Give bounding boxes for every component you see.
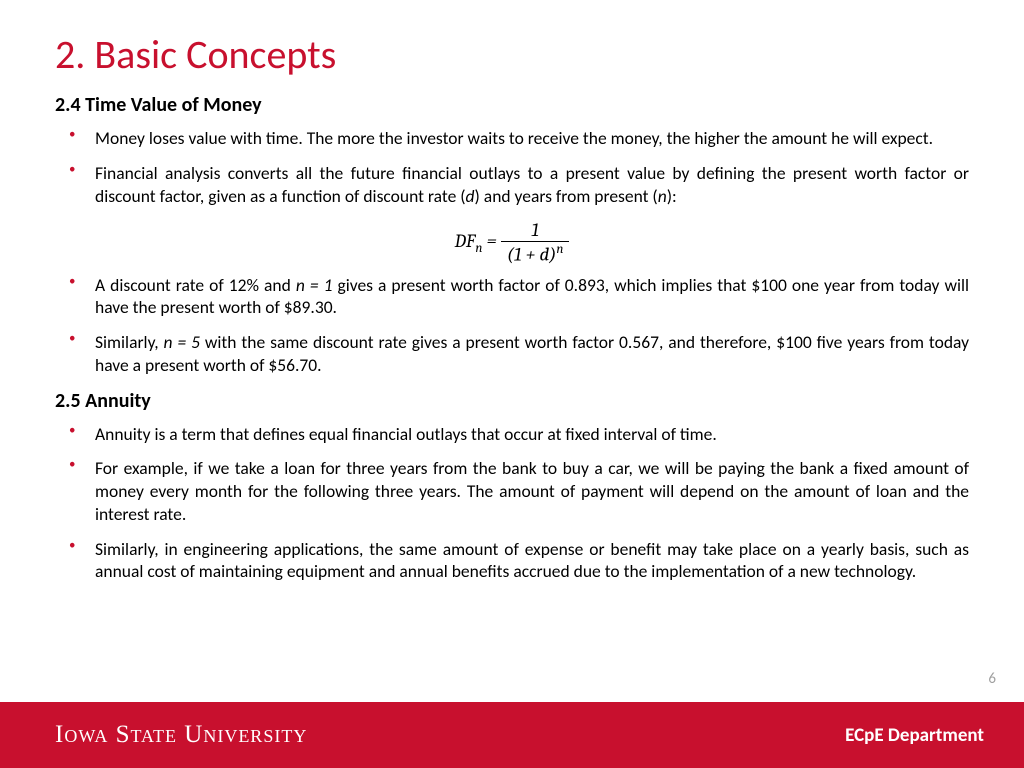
bullet-list-1b: A discount rate of 12% and n = 1 gives a… [55, 274, 969, 377]
university-name: Iowa State University [55, 721, 307, 749]
list-item: A discount rate of 12% and n = 1 gives a… [55, 274, 969, 320]
bullet-list-2: Annuity is a term that defines equal fin… [55, 423, 969, 584]
list-item: For example, if we take a loan for three… [55, 457, 969, 525]
section-heading-1: 2.4 Time Value of Money [55, 93, 969, 117]
slide-title: 2. Basic Concepts [55, 30, 969, 79]
list-item: Money loses value with time. The more th… [55, 127, 969, 150]
page-number: 6 [988, 670, 996, 688]
department-name: ECpE Department [845, 724, 984, 747]
slide-container: 2. Basic Concepts 2.4 Time Value of Mone… [0, 0, 1024, 768]
bullet-text: A discount rate of 12% and n = 1 gives a… [95, 274, 969, 319]
bullet-text: Similarly, n = 5 with the same discount … [95, 331, 969, 376]
bullet-text: Financial analysis converts all the futu… [95, 162, 969, 207]
slide-footer: Iowa State University ECpE Department [0, 702, 1024, 768]
list-item: Annuity is a term that defines equal fin… [55, 423, 969, 446]
list-item: Financial analysis converts all the futu… [55, 162, 969, 208]
formula-fraction: 1(1 + d)n [501, 219, 570, 265]
list-item: Similarly, in engineering applications, … [55, 538, 969, 584]
list-item: Similarly, n = 5 with the same discount … [55, 331, 969, 377]
section-heading-2: 2.5 Annuity [55, 389, 969, 413]
formula-lhs: DFn [455, 230, 483, 252]
formula: DFn = 1(1 + d)n [55, 219, 969, 265]
bullet-list-1: Money loses value with time. The more th… [55, 127, 969, 207]
